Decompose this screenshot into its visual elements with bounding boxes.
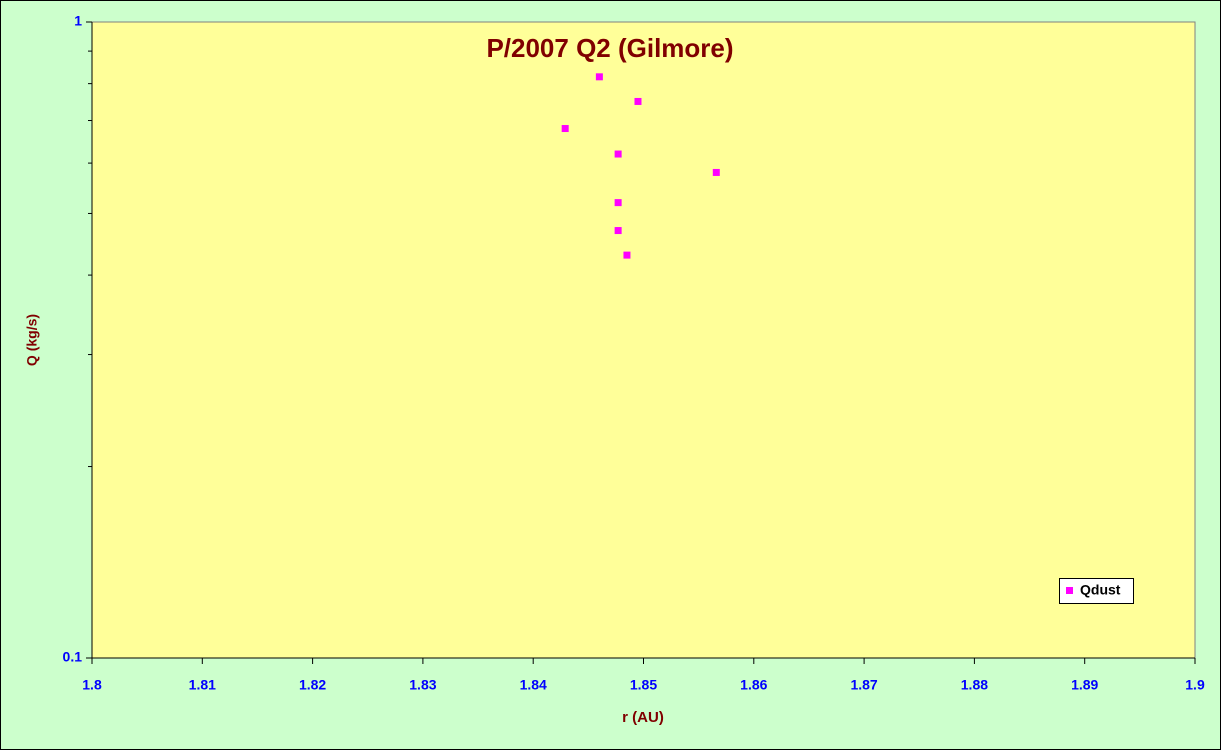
- data-point: [561, 125, 569, 133]
- x-tick-label: 1.8: [82, 677, 102, 693]
- data-point: [614, 199, 622, 207]
- legend-label: Qdust: [1080, 582, 1121, 598]
- x-tick-label: 1.87: [850, 677, 877, 693]
- legend: Qdust: [1059, 578, 1134, 604]
- legend-swatch: [1066, 587, 1073, 594]
- data-point: [623, 251, 631, 259]
- plot-area: [91, 21, 1196, 659]
- data-point: [712, 168, 720, 176]
- x-tick-label: 1.9: [1185, 677, 1205, 693]
- x-tick-label: 1.89: [1071, 677, 1098, 693]
- x-tick-label: 1.85: [630, 677, 657, 693]
- x-tick-label: 1.83: [409, 677, 436, 693]
- x-tick-label: 1.86: [740, 677, 767, 693]
- y-axis-label: Q (kg/s): [24, 314, 40, 366]
- x-tick-label: 1.82: [299, 677, 326, 693]
- data-point: [614, 227, 622, 235]
- data-point: [634, 97, 642, 105]
- chart-title: P/2007 Q2 (Gilmore): [486, 33, 733, 63]
- x-tick-label: 1.88: [961, 677, 988, 693]
- data-point: [614, 150, 622, 158]
- y-tick-label: 0.1: [63, 649, 83, 665]
- x-tick-label: 1.84: [520, 677, 547, 693]
- x-tick-label: 1.81: [189, 677, 216, 693]
- y-tick-label: 1: [74, 13, 82, 29]
- data-point: [595, 73, 603, 81]
- x-axis-label: r (AU): [622, 709, 664, 726]
